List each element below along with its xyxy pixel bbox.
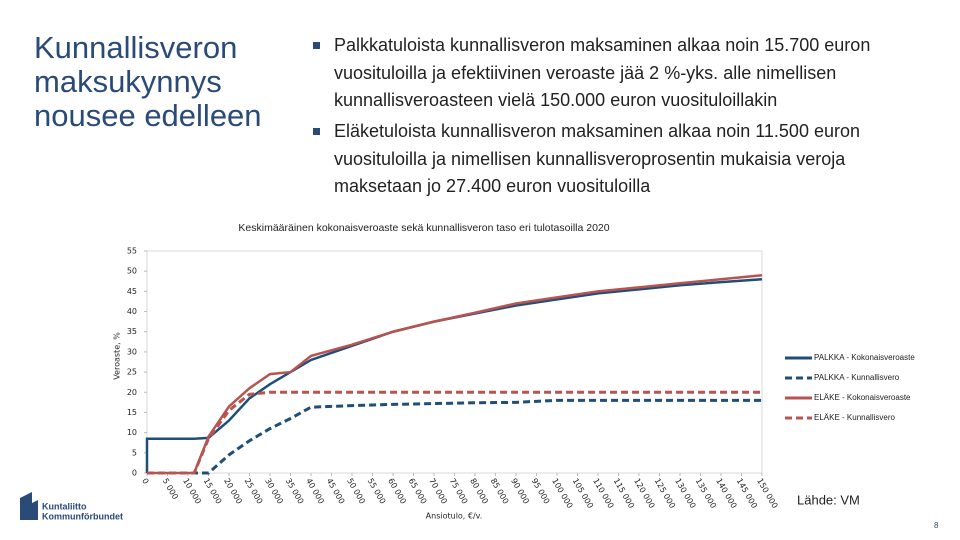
x-tick-label: 5 000 xyxy=(161,477,180,501)
logo: Kuntaliitto Kommunförbundet xyxy=(20,492,123,521)
legend-label: ELÄKE - Kokonaisveroaste xyxy=(814,393,911,402)
y-tick-label: 40 xyxy=(127,307,137,316)
slide-title: maksukynnys xyxy=(34,64,222,99)
y-tick-label: 50 xyxy=(127,267,137,276)
series-line xyxy=(147,273,763,475)
series-line xyxy=(147,398,762,475)
x-tick-label: 45 000 xyxy=(325,477,347,506)
x-tick-label: 75 000 xyxy=(448,477,470,506)
series-line xyxy=(145,278,763,473)
bullet-text: Eläketuloista kunnallisveron maksaminen … xyxy=(334,121,860,141)
y-tick-label: 0 xyxy=(132,469,137,478)
x-tick-label: 80 000 xyxy=(468,477,490,506)
x-tick-label: 10 000 xyxy=(181,477,203,506)
y-tick-label: 25 xyxy=(127,368,137,377)
slide-title: nousee edelleen xyxy=(34,98,262,133)
legend-label: PALKKA - Kokonaisveroaste xyxy=(814,353,915,362)
x-tick-label: 20 000 xyxy=(222,477,244,506)
slide-title: Kunnallisveron xyxy=(34,30,237,65)
logo-mark xyxy=(20,492,38,520)
x-tick-label: 15 000 xyxy=(202,477,224,506)
x-tick-label: 65 000 xyxy=(407,477,429,506)
bullet-text: kunnallisveroasteen vielä 150.000 euron … xyxy=(334,90,777,110)
bullet-icon xyxy=(313,128,320,135)
y-tick-label: 5 xyxy=(132,448,137,457)
logo-text: Kommunförbundet xyxy=(42,511,123,521)
y-tick-label: 10 xyxy=(127,428,137,437)
x-tick-label: 50 000 xyxy=(345,477,367,506)
page-number: 8 xyxy=(934,521,939,530)
y-tick-label: 20 xyxy=(127,388,137,397)
source: Lähde: VM xyxy=(797,492,860,507)
y-tick-label: 15 xyxy=(127,408,137,417)
y-tick-label: 55 xyxy=(127,247,137,256)
x-tick-label: 70 000 xyxy=(427,477,449,506)
x-tick-label: 85 000 xyxy=(489,477,511,506)
x-tick-label: 95 000 xyxy=(530,477,552,506)
x-tick-label: 40 000 xyxy=(304,477,326,506)
y-tick-label: 30 xyxy=(127,347,137,356)
y-tick-label: 35 xyxy=(127,327,137,336)
y-axis-label: Veroaste, % xyxy=(113,332,122,380)
bullet-text: vuosituloilla ja efektiivinen veroaste j… xyxy=(334,63,836,83)
chart-title: Keskimääräinen kokonaisveroaste sekä kun… xyxy=(238,222,609,234)
series-line xyxy=(147,390,762,475)
x-axis-label: Ansiotulo, €/v. xyxy=(426,512,483,521)
x-tick-label: 25 000 xyxy=(243,477,265,506)
x-tick-label: 35 000 xyxy=(284,477,306,506)
x-tick-label: 30 000 xyxy=(263,477,285,506)
bullet-text: vuosituloilla ja nimellisen kunnallisver… xyxy=(334,149,846,169)
x-tick-label: 55 000 xyxy=(366,477,388,506)
x-tick-label: 0 xyxy=(140,477,150,486)
x-tick-label: 60 000 xyxy=(386,477,408,506)
legend-label: PALKKA - Kunnallisvero xyxy=(814,373,900,382)
y-tick-label: 45 xyxy=(127,287,137,296)
bullet-icon xyxy=(313,42,320,49)
bullet-text: Palkkatuloista kunnallisveron maksaminen… xyxy=(334,35,870,55)
bullet-text: maksetaan jo 27.400 euron vuosituloilla xyxy=(334,176,651,196)
legend-label: ELÄKE - Kunnallisvero xyxy=(814,413,895,422)
logo-text: Kuntaliitto xyxy=(42,501,87,511)
x-tick-label: 90 000 xyxy=(509,477,531,506)
x-tick-label: 100 000 xyxy=(550,477,574,510)
